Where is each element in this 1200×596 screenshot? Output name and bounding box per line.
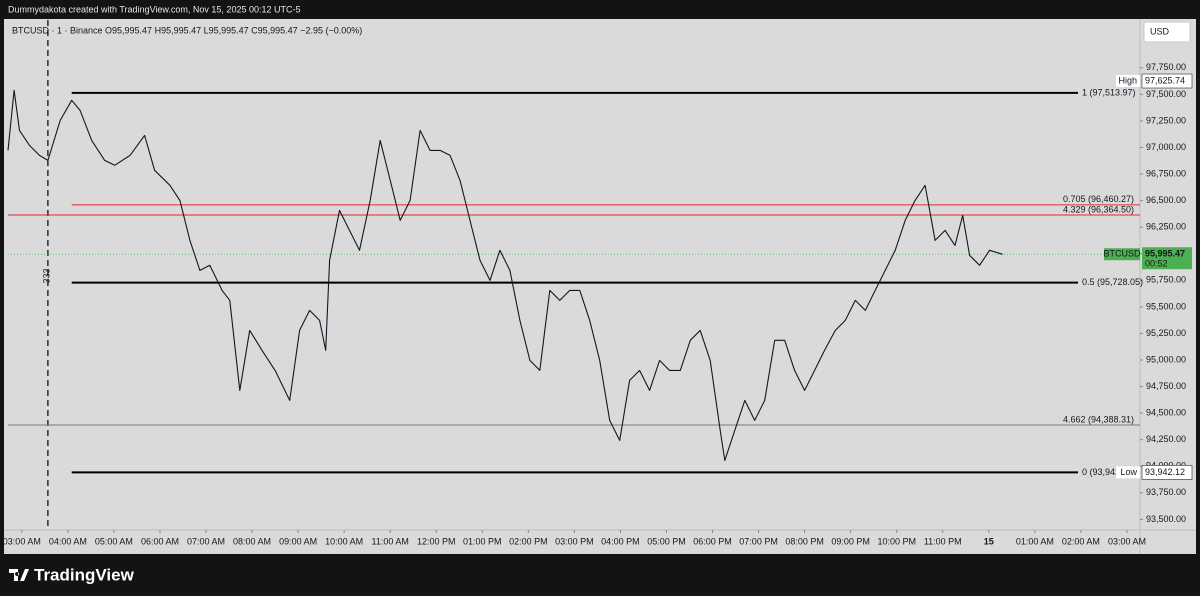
low-tag-label: Low — [1120, 467, 1137, 477]
x-tick-label: 07:00 AM — [187, 536, 225, 546]
brand-name: TradingView — [34, 565, 135, 584]
y-tick-label: 97,250.00 — [1146, 115, 1186, 125]
x-tick-label: 04:00 PM — [601, 536, 640, 546]
x-tick-label: 08:00 PM — [785, 536, 824, 546]
x-tick-label: 06:00 PM — [693, 536, 732, 546]
fib-level-label: 4.662 (94,388.31) — [1063, 414, 1134, 424]
fib-level-label: 1 (97,513.97) — [1082, 87, 1136, 97]
x-tick-label: 01:00 PM — [463, 536, 502, 546]
y-tick-label: 94,500.00 — [1146, 408, 1186, 418]
symbol-legend: BTCUSD · 1 · Binance O95,995.47 H95,995.… — [12, 25, 362, 35]
x-tick-label: 09:00 PM — [831, 536, 870, 546]
y-tick-label: 95,250.00 — [1146, 328, 1186, 338]
x-tick-label: 10:00 PM — [877, 536, 916, 546]
x-tick-label: 07:00 PM — [739, 536, 778, 546]
currency-label[interactable]: USD — [1150, 26, 1170, 36]
x-tick-label: 05:00 AM — [95, 536, 133, 546]
price-tag-countdown: 00:52 — [1145, 259, 1168, 269]
brand-logo: TradingView — [9, 565, 135, 584]
low-tag — [1116, 466, 1140, 479]
y-tick-label: 95,500.00 — [1146, 301, 1186, 311]
y-tick-label: 96,750.00 — [1146, 168, 1186, 178]
high-value: 97,625.74 — [1145, 75, 1185, 85]
high-tag-label: High — [1118, 75, 1137, 85]
symbol-tag — [1104, 248, 1140, 261]
x-tick-label: 05:00 PM — [647, 536, 686, 546]
fib-level-label: 0.5 (95,728.05) — [1082, 277, 1143, 287]
chart-panel — [4, 19, 1196, 554]
y-tick-label: 97,000.00 — [1146, 142, 1186, 152]
price-line-series — [7, 89, 1003, 461]
x-tick-label: 11:00 PM — [924, 536, 962, 546]
symbol-tag-label: BTCUSD — [1103, 249, 1141, 259]
y-tick-label: 93,750.00 — [1146, 487, 1186, 497]
x-tick-label: 02:00 PM — [509, 536, 548, 546]
x-tick-label: 08:00 AM — [233, 536, 271, 546]
fib-level-label: 0 (93,942 — [1082, 467, 1120, 477]
x-tick-label: 12:00 PM — [417, 536, 456, 546]
y-tick-label: 96,500.00 — [1146, 195, 1186, 205]
y-tick-label: 95,750.00 — [1146, 275, 1186, 285]
fib-level-label: 0.705 (96,460.27) — [1063, 194, 1134, 204]
y-tick-label: 97,500.00 — [1146, 89, 1186, 99]
x-tick-label: 10:00 AM — [325, 536, 363, 546]
x-tick-label: 02:00 AM — [1062, 536, 1100, 546]
x-tick-label: 11:00 AM — [372, 536, 409, 546]
header-title: Dummydakota created with TradingView.com… — [8, 4, 300, 14]
x-tick-label: 03:00 PM — [555, 536, 594, 546]
fib-level-label: 4.329 (96,364.50) — [1063, 204, 1134, 214]
x-tick-label: 03:00 AM — [1108, 536, 1146, 546]
y-tick-label: 93,500.00 — [1146, 514, 1186, 524]
y-tick-label: 97,750.00 — [1146, 62, 1186, 72]
x-tick-label: 06:00 AM — [141, 536, 179, 546]
x-tick-label: 03:00 AM — [3, 536, 41, 546]
y-tick-label: 96,250.00 — [1146, 222, 1186, 232]
x-tick-label: 09:00 AM — [279, 536, 317, 546]
price-tag — [1142, 247, 1192, 270]
logo-mark — [9, 569, 29, 581]
high-tag — [1116, 75, 1140, 88]
high-value-box — [1141, 73, 1193, 89]
vertical-marker-label: 333 — [41, 268, 51, 283]
y-tick-label: 94,250.00 — [1146, 434, 1186, 444]
x-tick-label: 15 — [984, 536, 994, 546]
y-tick-label: 95,000.00 — [1146, 354, 1186, 364]
x-tick-label: 01:00 AM — [1016, 536, 1054, 546]
low-value: 93,942.12 — [1145, 467, 1185, 477]
currency-button[interactable] — [1143, 21, 1191, 43]
y-tick-label: 94,750.00 — [1146, 381, 1186, 391]
low-value-box — [1141, 465, 1193, 480]
x-tick-label: 04:00 AM — [49, 536, 87, 546]
price-tag-value: 95,995.47 — [1145, 249, 1185, 259]
